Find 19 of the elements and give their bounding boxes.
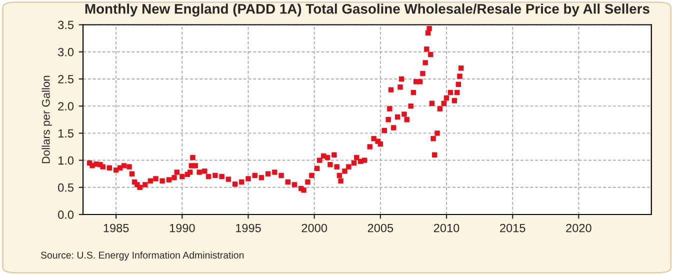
source-note: Source: U.S. Energy Information Administration	[40, 251, 244, 261]
x-tick-label: 1995	[236, 224, 261, 232]
y-tick-label: 2.0	[58, 102, 74, 110]
y-tick-label: 3.0	[58, 48, 74, 56]
x-tick-label: 2010	[434, 224, 460, 232]
x-tick-label: 2015	[500, 224, 526, 232]
y-tick-label: 1.5	[58, 129, 74, 138]
y-tick-label: 0.5	[58, 183, 74, 192]
x-tick-label: 1985	[104, 224, 129, 232]
y-tick-label: 2.5	[58, 75, 74, 84]
x-tick-label: 1990	[170, 224, 195, 232]
x-tick-label: 2005	[368, 224, 394, 232]
x-tick-label: 2000	[302, 224, 327, 232]
y-axis-title: Dollars per Gallon	[42, 76, 52, 164]
y-tick-label: 3.5	[58, 20, 74, 30]
y-tick-label: 0.0	[58, 210, 74, 219]
chart-title: Monthly New England (PADD 1A) Total Gasoline Wholesale/Resale Price by All Sellers	[85, 4, 650, 17]
x-tick-label: 2020	[566, 224, 592, 232]
y-tick-label: 1.0	[58, 156, 74, 165]
